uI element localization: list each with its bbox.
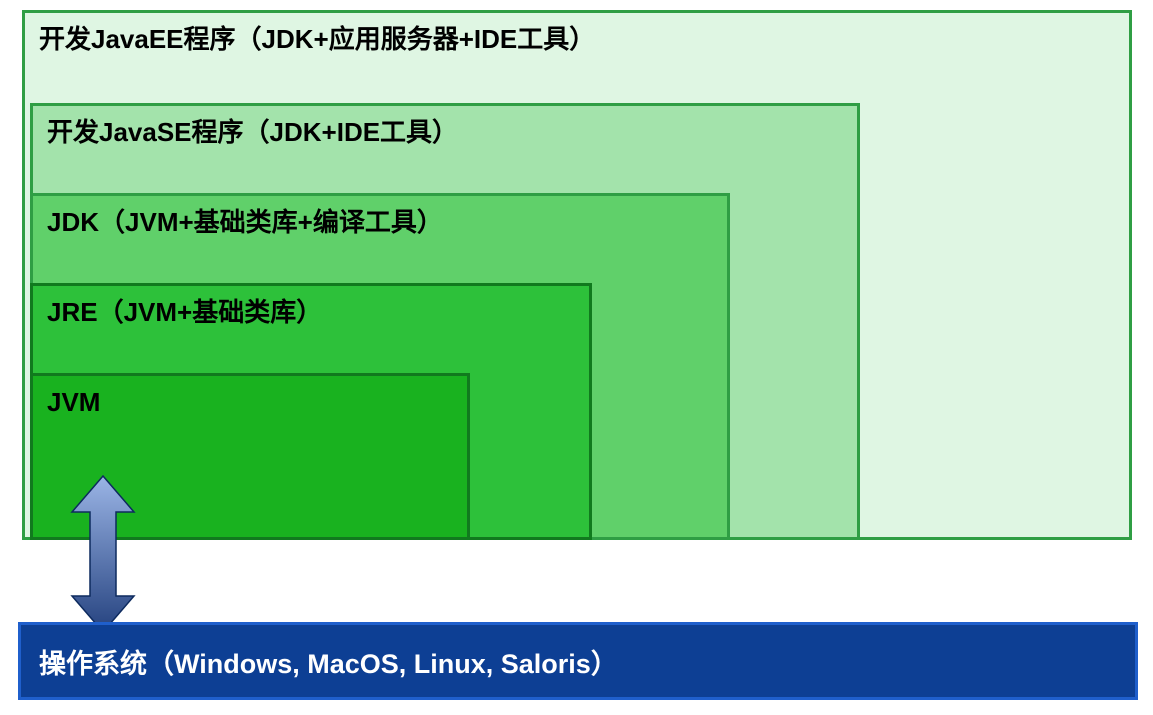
layer-label-jre: JRE（JVM+基础类库） xyxy=(47,297,322,327)
layer-label-javaee: 开发JavaEE程序（JDK+应用服务器+IDE工具） xyxy=(39,24,595,54)
layer-label-jvm: JVM xyxy=(47,387,100,417)
layer-label-javase: 开发JavaSE程序（JDK+IDE工具） xyxy=(47,117,458,147)
nested-layers-container: 开发JavaEE程序（JDK+应用服务器+IDE工具） 开发JavaSE程序（J… xyxy=(22,10,1132,540)
bidirectional-arrow-icon xyxy=(68,474,138,634)
os-box: 操作系统（Windows, MacOS, Linux, Saloris） xyxy=(18,622,1138,700)
layer-label-jdk: JDK（JVM+基础类库+编译工具） xyxy=(47,207,443,237)
os-label: 操作系统（Windows, MacOS, Linux, Saloris） xyxy=(39,642,618,681)
